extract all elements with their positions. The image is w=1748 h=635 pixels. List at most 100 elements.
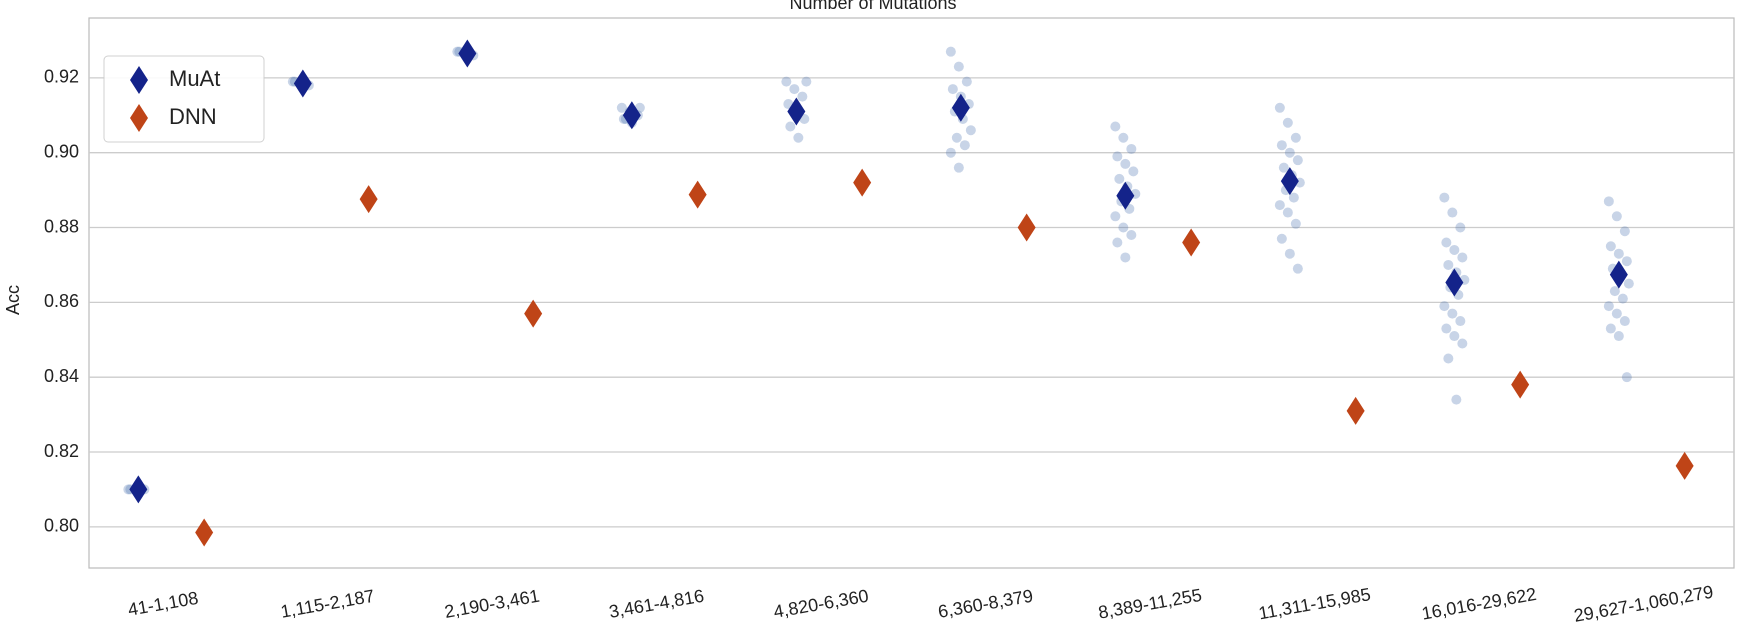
strip-point [801,76,812,87]
mean-diamond [524,299,543,328]
strip-point [961,76,972,87]
strip-point [1611,308,1622,319]
strip-point [1457,338,1468,349]
strip-point [1290,218,1301,229]
mean-diamond [688,180,707,209]
strip-point [953,162,964,173]
strip-point [1447,308,1458,319]
strip-point [123,484,134,495]
y-tick-label: 0.92 [44,67,79,87]
strip-point [1284,248,1295,259]
mean-diamond [1346,396,1365,425]
mean-diamond [293,69,312,98]
strip-point [1118,132,1129,143]
x-tick-label: 6,360-8,379 [936,586,1034,622]
mean-diamond [853,168,872,197]
strip-point [1455,316,1466,327]
strip-point [1290,132,1301,143]
strip-point [1605,241,1616,252]
strip-point [1619,226,1630,237]
strip-point [1114,173,1125,184]
strip-point [1110,211,1121,222]
mean-diamond [1017,213,1036,242]
strip-point [959,140,970,151]
strip-point [947,84,958,95]
strip-point [1274,200,1285,211]
mean-diamond [1445,268,1464,297]
strip-point [1126,143,1137,154]
strip-point [1120,252,1131,263]
strip-point [1276,140,1287,151]
strip-point [1118,222,1129,233]
strip-point [1288,192,1299,203]
strip-point [1449,331,1460,342]
strip-point [1443,259,1454,270]
strip-point [785,121,796,132]
strip-point [797,91,808,102]
strip-point [1447,207,1458,218]
y-tick-label: 0.86 [44,291,79,311]
strip-point [965,125,976,136]
mean-diamond [787,97,806,126]
strip-point [1292,263,1303,274]
mean-diamond [458,39,477,68]
strip-point [1611,211,1622,222]
strip-point [1605,323,1616,334]
strip-point [945,147,956,158]
x-tick-label: 3,461-4,816 [607,586,705,622]
mean-diamond [1675,451,1694,480]
legend-label: DNN [169,104,217,129]
strip-point [1292,155,1303,166]
strip-point [1282,207,1293,218]
strip-point [781,76,792,87]
legend-label: MuAt [169,66,220,91]
strip-point [1603,301,1614,312]
strip-point [1617,293,1628,304]
mean-diamond [359,185,378,214]
strip-point [1457,252,1468,263]
mean-diamond [1116,181,1135,210]
strip-point [1609,286,1620,297]
x-tick-label: 8,389-11,255 [1097,585,1204,623]
strip-point [1623,278,1634,289]
x-tick-label: 2,190-3,461 [443,586,541,622]
strip-point [1441,323,1452,334]
strip-point [953,61,964,72]
strip-point [1274,102,1285,113]
strip-point [1120,158,1131,169]
mean-diamond [1280,167,1299,196]
strip-point [1128,166,1139,177]
x-tick-label: 1,115-2,187 [279,586,376,622]
mean-diamond [951,93,970,122]
strip-point [1621,256,1632,267]
strip-point [1451,394,1462,405]
strip-point [1278,162,1289,173]
y-tick-label: 0.84 [44,366,79,386]
x-tick-label: 11,311-15,985 [1257,584,1372,623]
strip-point [1112,237,1123,248]
mean-diamond [622,101,641,130]
strip-point [951,132,962,143]
mean-diamond [1511,370,1530,399]
strip-point [1284,147,1295,158]
strip-point [1449,244,1460,255]
strip-point [1276,233,1287,244]
legend-marker [130,104,148,132]
y-tick-label: 0.80 [44,516,79,536]
x-tick-label: 4,820-6,360 [772,586,870,622]
x-tick-label: 16,016-29,622 [1420,584,1538,624]
strip-point [945,46,956,57]
x-tick-label: 41-1,108 [126,588,199,620]
strip-point [1126,230,1137,241]
y-tick-label: 0.82 [44,441,79,461]
strip-point [616,102,627,113]
strip-point [1603,196,1614,207]
strip-point [1282,117,1293,128]
y-tick-label: 0.88 [44,216,79,236]
y-axis-label: Acc [3,285,23,315]
strip-point [1439,301,1450,312]
mean-diamond [1609,260,1628,289]
strip-point [1455,222,1466,233]
strip-point [1443,353,1454,364]
